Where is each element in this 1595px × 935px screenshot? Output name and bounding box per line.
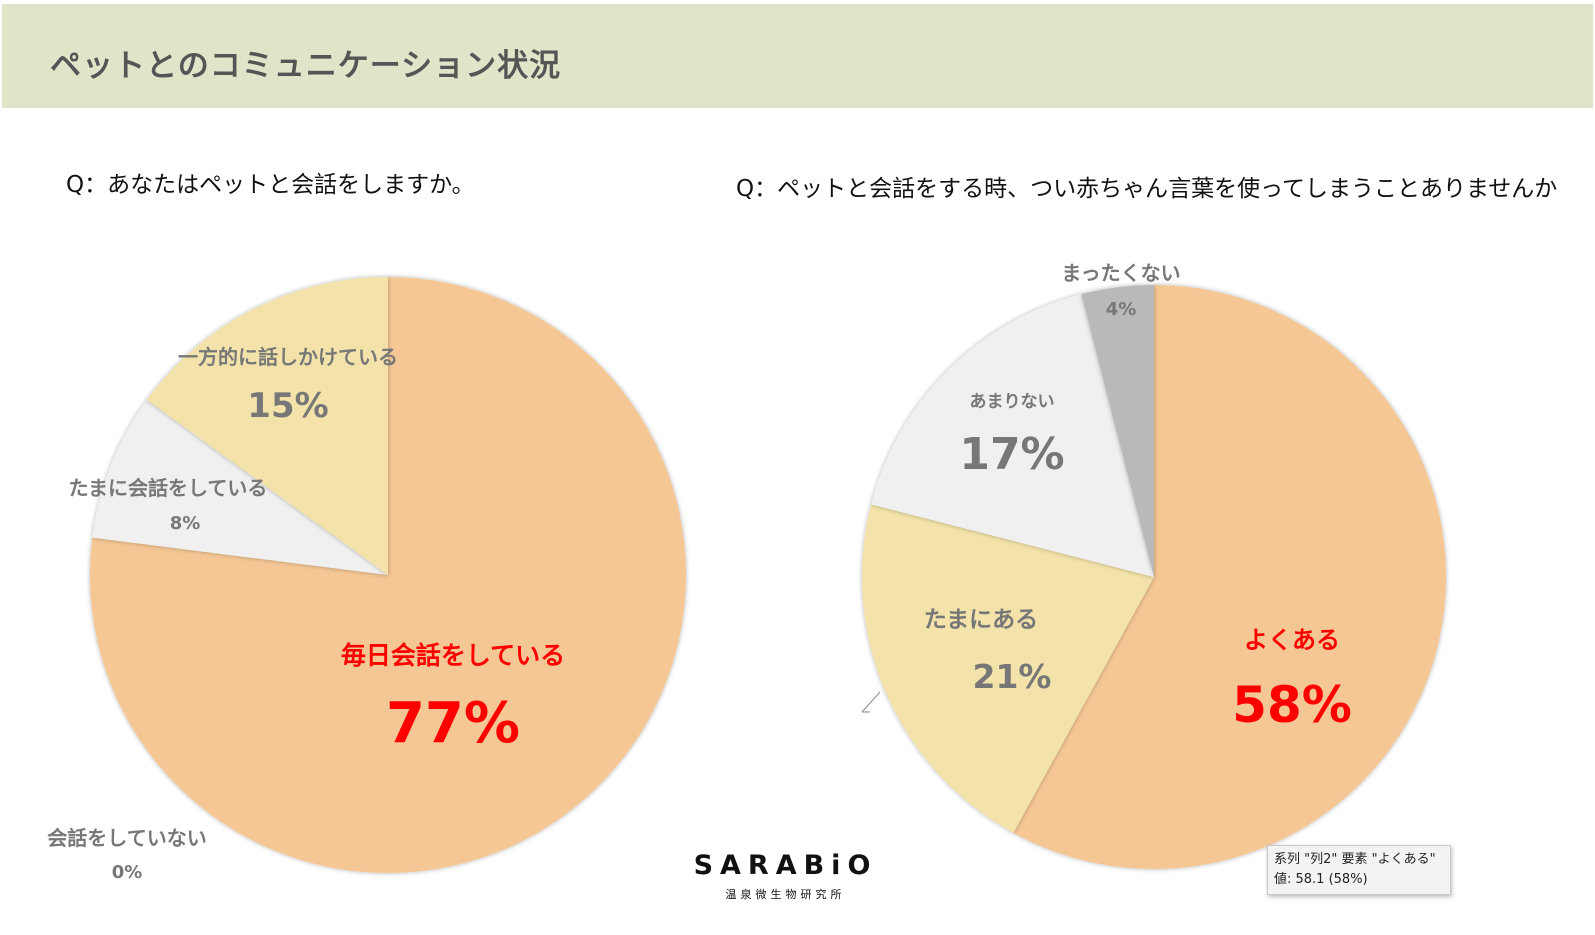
slice-category-label: 会話をしていない (47, 826, 206, 850)
pie-slice[interactable] (92, 399, 388, 575)
pie-slice[interactable] (871, 294, 1154, 577)
slice-category-label: たまに会話をしている (69, 476, 268, 500)
slice-percent-label: 8% (170, 513, 201, 534)
slice-percent-label: 58% (1232, 676, 1352, 734)
logo-subtitle: 温泉微生物研究所 (725, 888, 846, 901)
slice-percent-label: 77% (386, 691, 520, 756)
sarabio-logo: SARABiO 温泉微生物研究所 (693, 850, 878, 902)
slice-category-label: たまにある (924, 607, 1038, 633)
pie-slice[interactable] (146, 277, 388, 575)
slice-percent-label: 4% (1106, 299, 1137, 320)
pie-slice[interactable] (862, 504, 1154, 833)
slice-category-label: まったくない (1061, 261, 1180, 285)
slice-category-label: 毎日会話をしている (341, 641, 565, 670)
page-title: ペットとのコミュニケーション状況 (50, 48, 562, 84)
pie-slice[interactable] (1013, 285, 1447, 869)
question-left: Q：あなたはペットと会話をしますか。 (66, 172, 475, 198)
slice-category-label: よくある (1244, 626, 1340, 654)
slice-percent-label: 21% (973, 657, 1052, 696)
pie-chart-talk-frequency: 毎日会話をしている 77% 会話をしていない 0% たまに会話をしている 8% 一方的に話し… (47, 277, 687, 883)
slice-category-label: 一方的に話しかけている (178, 345, 398, 369)
slice-percent-label: 0% (112, 862, 143, 883)
header-banner: ペットとのコミュニケーション状況 (2, 4, 1593, 108)
slice-percent-label: 15% (247, 386, 328, 426)
logo-name: SARABiO (693, 850, 878, 881)
slice-percent-label: 17% (959, 429, 1064, 480)
pie-chart-baby-talk: よくある 58% たまにある 21% あまりない 17% まったくない 4% (862, 261, 1447, 869)
tooltip-line-series: 系列 "列2" 要素 "よくある" (1274, 852, 1436, 867)
tooltip-line-value: 値: 58.1 (58%) (1274, 872, 1368, 887)
question-right: Q：ペットと会話をする時、つい赤ちゃん言葉を使ってしまうことありませんか (736, 176, 1558, 202)
leader-line (861, 691, 881, 713)
chart-tooltip: 系列 "列2" 要素 "よくある" 値: 58.1 (58%) (1267, 845, 1451, 895)
slice-category-label: あまりない (970, 392, 1055, 412)
pie-slice[interactable] (1081, 285, 1154, 577)
